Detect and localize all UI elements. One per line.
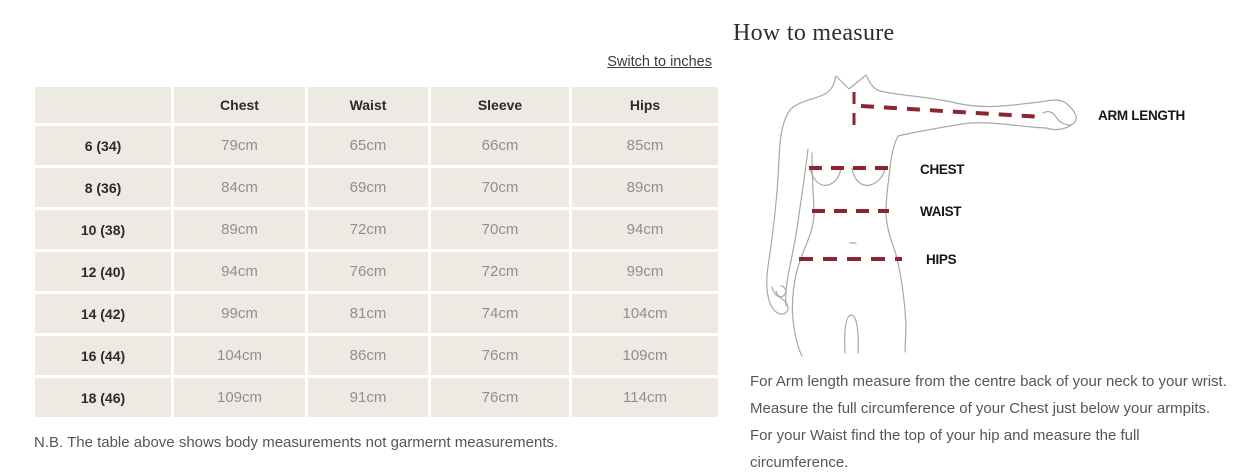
sleeve-value: 74cm	[431, 294, 569, 333]
body-measurement-diagram: ARM LENGTH CHEST WAIST HIPS	[766, 74, 1185, 357]
size-label: 14 (42)	[35, 294, 171, 333]
chest-value: 84cm	[174, 168, 305, 207]
header-waist: Waist	[308, 87, 428, 123]
hips-value: 104cm	[572, 294, 718, 333]
size-label: 6 (34)	[35, 126, 171, 165]
header-chest: Chest	[174, 87, 305, 123]
chest-value: 89cm	[174, 210, 305, 249]
header-sleeve: Sleeve	[431, 87, 569, 123]
arm-length-dash-line	[860, 104, 1043, 119]
chest-value: 94cm	[174, 252, 305, 291]
measurement-lines	[799, 92, 1043, 261]
how-to-measure-title: How to measure	[733, 20, 895, 46]
hips-value: 94cm	[572, 210, 718, 249]
size-label: 10 (38)	[35, 210, 171, 249]
table-row: 12 (40) 94cm 76cm 72cm 99cm	[35, 252, 718, 291]
sleeve-value: 76cm	[431, 336, 569, 375]
hips-value: 114cm	[572, 378, 718, 417]
waist-value: 86cm	[308, 336, 428, 375]
measuring-instructions: For Arm length measure from the centre b…	[750, 368, 1230, 475]
table-row: 6 (34) 79cm 65cm 66cm 85cm	[35, 126, 718, 165]
header-size	[35, 87, 171, 123]
hips-value: 85cm	[572, 126, 718, 165]
waist-value: 69cm	[308, 168, 428, 207]
table-row: 14 (42) 99cm 81cm 74cm 104cm	[35, 294, 718, 333]
size-label: 8 (36)	[35, 168, 171, 207]
hips-label: HIPS	[926, 252, 957, 267]
body-measurements-note: N.B. The table above shows body measurem…	[34, 434, 559, 451]
table-row: 10 (38) 89cm 72cm 70cm 94cm	[35, 210, 718, 249]
instruction-arm-length: For Arm length measure from the centre b…	[750, 373, 1227, 390]
instruction-chest: Measure the full circumference of your C…	[750, 400, 1211, 417]
sleeve-value: 70cm	[431, 168, 569, 207]
waist-label: WAIST	[920, 204, 962, 219]
hips-value: 89cm	[572, 168, 718, 207]
table-row: 8 (36) 84cm 69cm 70cm 89cm	[35, 168, 718, 207]
chest-value: 79cm	[174, 126, 305, 165]
size-label: 18 (46)	[35, 378, 171, 417]
size-table: Chest Waist Sleeve Hips 6 (34) 79cm 65cm…	[32, 84, 721, 420]
diagram-labels: ARM LENGTH CHEST WAIST HIPS	[920, 108, 1185, 267]
table-row: 18 (46) 109cm 91cm 76cm 114cm	[35, 378, 718, 417]
arm-length-label: ARM LENGTH	[1098, 108, 1185, 123]
sleeve-value: 72cm	[431, 252, 569, 291]
sleeve-value: 66cm	[431, 126, 569, 165]
instruction-waist: For your Waist find the top of your hip …	[750, 427, 1140, 471]
chest-value: 109cm	[174, 378, 305, 417]
waist-value: 65cm	[308, 126, 428, 165]
chest-value: 99cm	[174, 294, 305, 333]
sleeve-value: 70cm	[431, 210, 569, 249]
sleeve-value: 76cm	[431, 378, 569, 417]
chest-label: CHEST	[920, 162, 965, 177]
size-label: 16 (44)	[35, 336, 171, 375]
waist-value: 91cm	[308, 378, 428, 417]
size-label: 12 (40)	[35, 252, 171, 291]
chest-value: 104cm	[174, 336, 305, 375]
hips-value: 109cm	[572, 336, 718, 375]
table-row: 16 (44) 104cm 86cm 76cm 109cm	[35, 336, 718, 375]
switch-to-inches-link[interactable]: Switch to inches	[607, 54, 712, 70]
hips-value: 99cm	[572, 252, 718, 291]
header-hips: Hips	[572, 87, 718, 123]
waist-value: 76cm	[308, 252, 428, 291]
table-header-row: Chest Waist Sleeve Hips	[35, 87, 718, 123]
waist-value: 72cm	[308, 210, 428, 249]
waist-value: 81cm	[308, 294, 428, 333]
